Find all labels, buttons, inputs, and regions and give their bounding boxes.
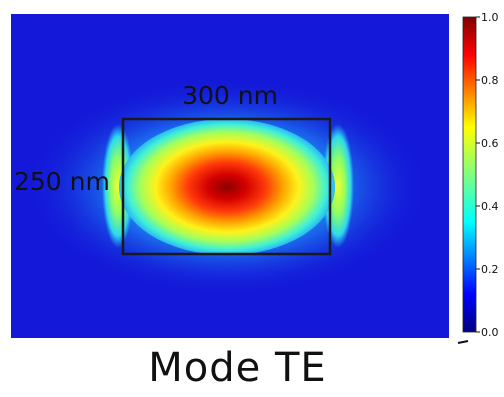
width-label: 300 nm [182,81,278,110]
colorbar-corner-mark [457,340,469,344]
colorbar-tick-label: 0.4 [481,200,499,213]
colorbar-tick-label: 0.8 [481,74,499,87]
field-core [119,119,335,255]
height-label: 250 nm [14,167,110,196]
waveguide-outline [121,117,332,256]
colorbar-tick-label: 0.0 [481,326,499,339]
colorbar-tick-label: 1.0 [481,11,499,24]
colorbar-gradient [462,16,477,333]
side-lobe-left [102,124,134,248]
colorbar-ticks: 1.0 0.8 0.6 0.4 0.2 0.0 [476,11,499,339]
colorbar-tick-label: 0.2 [481,263,499,276]
colorbar-tick-label: 0.6 [481,137,499,150]
field-intensity-map [11,14,449,338]
figure-caption: Mode TE [148,345,327,391]
colorbar: 1.0 0.8 0.6 0.4 0.2 0.0 [462,11,499,339]
